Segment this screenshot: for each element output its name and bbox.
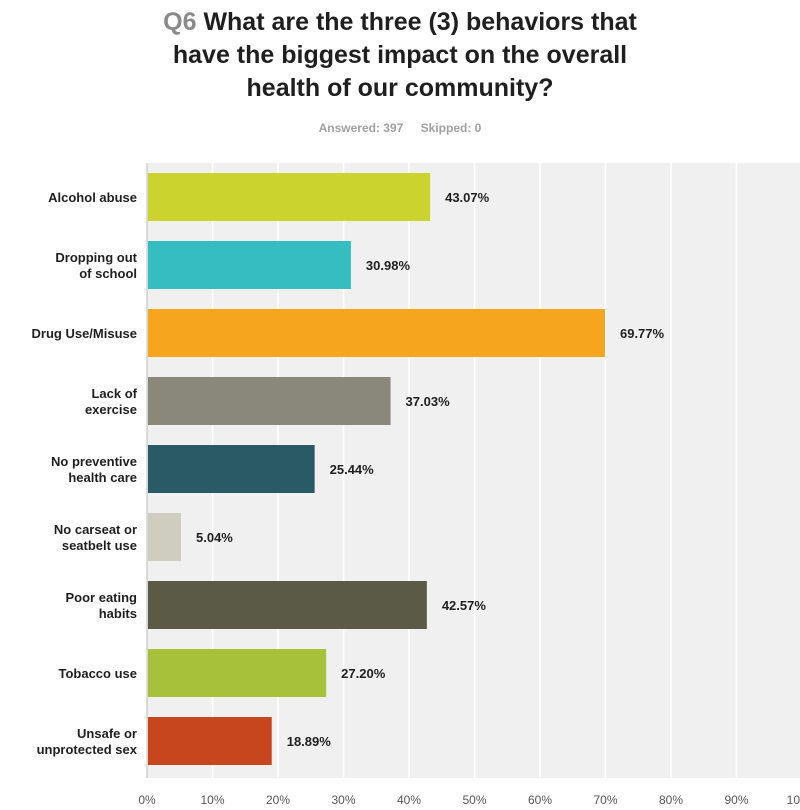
x-tick-label: 100% bbox=[787, 793, 800, 807]
category-label: Drug Use/Misuse bbox=[32, 326, 137, 341]
x-tick-label: 30% bbox=[331, 793, 355, 807]
category-label: Lack of exercise bbox=[85, 386, 138, 417]
title-line-2: have the biggest impact on the overall bbox=[172, 41, 628, 69]
category-label: No carseat or seatbelt use bbox=[54, 522, 137, 553]
bar bbox=[148, 717, 272, 765]
data-label: 43.07% bbox=[445, 190, 490, 205]
bar bbox=[148, 309, 605, 357]
category-label: Alcohol abuse bbox=[48, 190, 137, 205]
question-number: Q6 bbox=[163, 8, 197, 36]
title-text-1: What are the three (3) behaviors that bbox=[203, 8, 637, 36]
x-tick-label: 10% bbox=[200, 793, 224, 807]
x-tick-label: 20% bbox=[266, 793, 290, 807]
x-tick-label: 70% bbox=[593, 793, 617, 807]
data-label: 25.44% bbox=[330, 462, 375, 477]
bar bbox=[148, 581, 427, 629]
bar bbox=[148, 649, 327, 697]
category-label: Poor eating habits bbox=[65, 590, 137, 621]
skipped-count: Skipped: 0 bbox=[420, 121, 482, 135]
response-summary: Answered: 397 Skipped: 0 bbox=[0, 121, 800, 135]
x-tick-label: 40% bbox=[397, 793, 421, 807]
data-label: 27.20% bbox=[341, 666, 386, 681]
bar bbox=[148, 377, 391, 425]
x-tick-label: 50% bbox=[462, 793, 486, 807]
answered-count: Answered: 397 bbox=[318, 121, 404, 135]
category-label: Tobacco use bbox=[58, 666, 137, 681]
x-tick-label: 0% bbox=[138, 793, 156, 807]
bar bbox=[148, 445, 315, 493]
title-line-1: Q6 What are the three (3) behaviors that bbox=[0, 6, 800, 39]
data-label: 42.57% bbox=[442, 598, 487, 613]
category-label: Unsafe or unprotected sex bbox=[37, 726, 138, 757]
x-tick-label: 90% bbox=[724, 793, 748, 807]
bar bbox=[148, 513, 182, 561]
data-label: 30.98% bbox=[366, 258, 411, 273]
bar bbox=[148, 241, 351, 289]
chart-title: Q6 What are the three (3) behaviors that… bbox=[0, 6, 800, 105]
data-label: 37.03% bbox=[406, 394, 451, 409]
x-tick-label: 60% bbox=[528, 793, 552, 807]
title-line-3: health of our community? bbox=[246, 74, 554, 102]
data-label: 5.04% bbox=[196, 530, 233, 545]
data-label: 69.77% bbox=[620, 326, 665, 341]
category-label: Dropping out of school bbox=[55, 250, 137, 281]
category-label: No preventive health care bbox=[51, 454, 137, 485]
bar bbox=[148, 173, 431, 221]
data-label: 18.89% bbox=[287, 734, 332, 749]
x-tick-label: 80% bbox=[659, 793, 683, 807]
